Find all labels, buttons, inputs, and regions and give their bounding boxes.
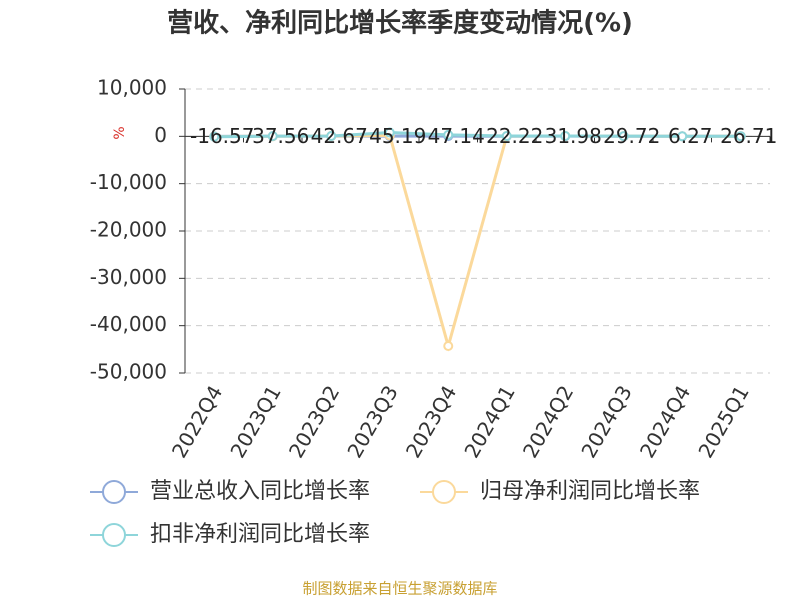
- footer: 制图数据来自恒生聚源数据库: [302, 580, 497, 598]
- data-label: 6.27: [668, 124, 713, 148]
- y-tick-label: -30,000: [90, 265, 167, 289]
- point: [444, 342, 452, 350]
- x-tick-label: 2023Q2: [284, 381, 344, 462]
- x-tick-label: 2023Q1: [225, 381, 285, 462]
- x-tick-label: 2024Q4: [635, 381, 695, 462]
- data-label: 31.98: [545, 124, 602, 148]
- x-tick-label: 2024Q1: [459, 381, 519, 462]
- y-tick-label: -50,000: [90, 360, 167, 384]
- x-tick-label: 2023Q4: [401, 381, 461, 462]
- series-line: [214, 135, 741, 346]
- x-tick-label: 2023Q3: [342, 381, 402, 462]
- data-label: 45.19: [369, 124, 426, 148]
- data-label: 42.67: [311, 124, 368, 148]
- data-label: 26.71: [720, 124, 777, 148]
- data-label: -16.57: [190, 124, 254, 148]
- x-tick-label: 2024Q2: [518, 381, 578, 462]
- chart-title: 营收、净利同比增长率季度变动情况(%): [167, 8, 633, 39]
- y-tick-label: 10,000: [97, 76, 167, 100]
- legend-label: 扣非净利润同比增长率: [150, 522, 370, 547]
- y-tick-label: -20,000: [90, 218, 167, 242]
- legend-marker: [433, 481, 455, 503]
- y-tick-label: 0: [154, 123, 167, 147]
- data-label: 22.22: [486, 124, 543, 148]
- data-label: 29.72: [603, 124, 660, 148]
- data-label: 37.56: [252, 124, 309, 148]
- legend-marker: [103, 524, 125, 546]
- y-axis-label: %: [112, 126, 128, 139]
- x-tick-label: 2024Q3: [576, 381, 636, 462]
- legend-label: 归母净利润同比增长率: [480, 479, 700, 504]
- x-tick-label: 2022Q4: [167, 381, 227, 462]
- legend-label: 营业总收入同比增长率: [150, 479, 370, 504]
- y-tick-label: -10,000: [90, 170, 167, 194]
- data-label: 47.14: [428, 124, 485, 148]
- legend-marker: [103, 481, 125, 503]
- y-tick-label: -40,000: [90, 312, 167, 336]
- x-tick-label: 2025Q1: [693, 381, 753, 462]
